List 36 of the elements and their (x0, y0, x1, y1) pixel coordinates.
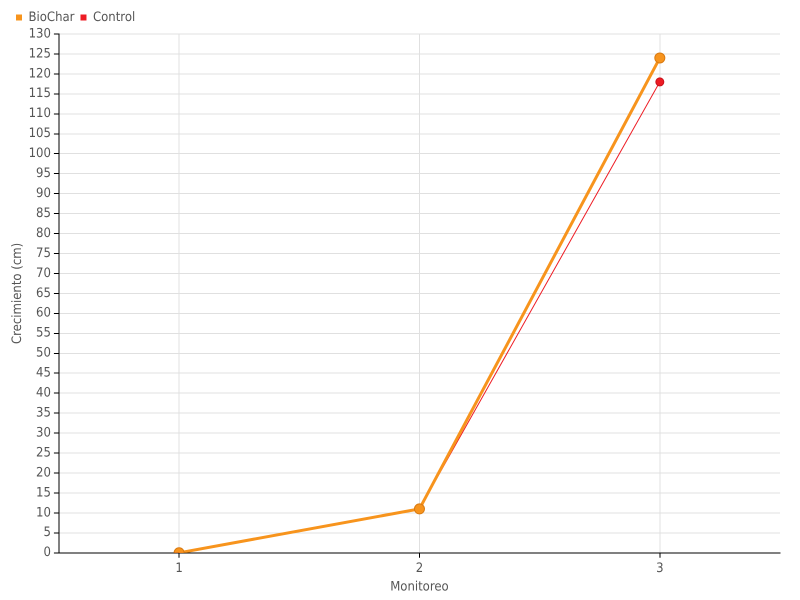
x-axis-title: Monitoreo (390, 580, 449, 595)
y-tick-label: 0 (43, 545, 51, 560)
y-tick-label: 20 (36, 465, 51, 480)
y-tick-label: 120 (28, 66, 51, 82)
y-tick-label: 110 (28, 106, 51, 122)
y-tick-label: 30 (36, 425, 51, 440)
y-tick-label: 100 (28, 146, 51, 162)
y-tick-label: 115 (28, 86, 51, 102)
point (654, 52, 666, 64)
y-tick-label: 130 (28, 26, 51, 42)
y-tick-label: 5 (43, 525, 51, 540)
y-tick-label: 60 (36, 306, 51, 321)
y-tick-label: 80 (36, 226, 51, 241)
y-tick-label: 70 (36, 266, 51, 281)
y-tick-label: 55 (36, 326, 51, 341)
y-tick-label: 35 (36, 406, 51, 420)
y-tick-label: 90 (36, 186, 51, 202)
y-tick-label: 15 (36, 485, 51, 500)
point (655, 77, 664, 86)
legend-label: Control (92, 10, 136, 25)
y-axis-title: Crecimiento (cm) (10, 242, 26, 344)
y-tick-label: 95 (36, 166, 51, 182)
y-tick-label: 75 (36, 246, 51, 261)
y-tick-label: 40 (36, 386, 51, 401)
y-tick-label: 45 (36, 366, 51, 381)
y-tick-label: 10 (36, 505, 51, 520)
y-tick-label: 125 (28, 46, 51, 62)
y-tick-label: 85 (36, 206, 51, 221)
y-tick-label: 105 (28, 126, 51, 142)
x-tick-label: 1 (175, 560, 183, 576)
x-tick-label: 2 (416, 560, 424, 576)
legend-label: BioChar (28, 10, 75, 25)
y-tick-label: 50 (36, 346, 51, 361)
y-tick-label: 65 (36, 286, 51, 301)
y-tick-label: 25 (36, 445, 51, 460)
x-tick-label: 3 (656, 560, 664, 576)
